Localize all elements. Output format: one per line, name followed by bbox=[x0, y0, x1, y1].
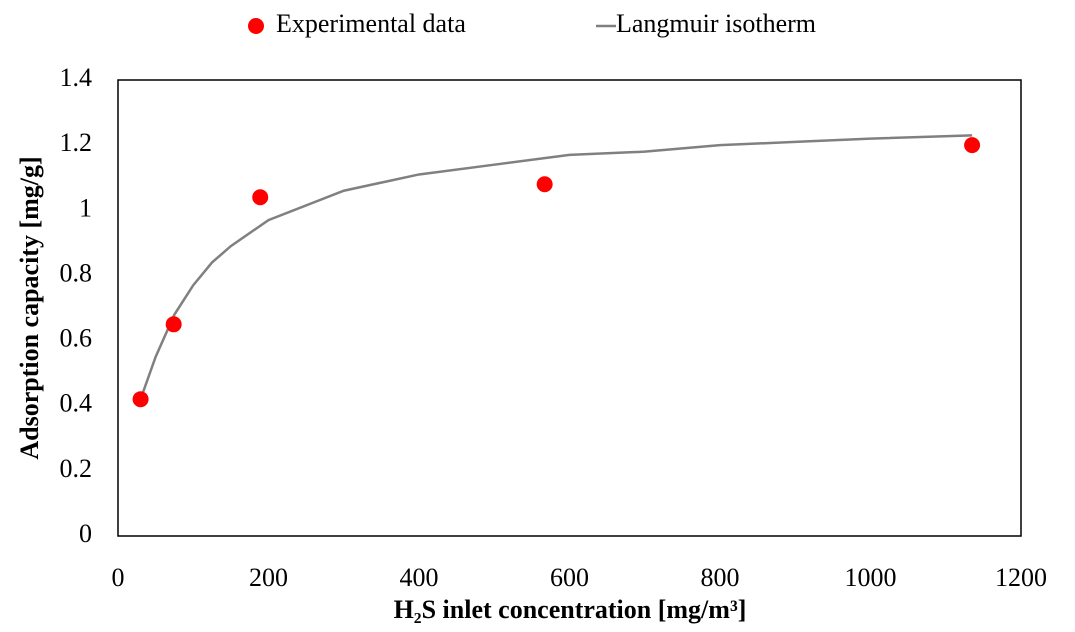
x-tick-label: 600 bbox=[550, 563, 589, 592]
y-tick-label: 0.8 bbox=[60, 258, 93, 287]
data-point bbox=[964, 137, 981, 154]
data-point bbox=[132, 391, 149, 408]
x-tick-label: 200 bbox=[249, 563, 288, 592]
x-tick-label: 1000 bbox=[845, 563, 897, 592]
fit-line bbox=[139, 134, 973, 400]
legend-label: Experimental data bbox=[276, 9, 466, 38]
y-tick-label: 0.2 bbox=[60, 454, 93, 483]
x-tick-label: 0 bbox=[112, 563, 125, 592]
data-point bbox=[536, 176, 553, 193]
y-tick-label: 0.4 bbox=[60, 389, 93, 418]
legend-label: Langmuir isotherm bbox=[616, 9, 816, 38]
plot-frame bbox=[117, 79, 1022, 537]
x-axis-title: H₂S inlet concentration [mg/m³] bbox=[394, 595, 747, 624]
data-point bbox=[252, 189, 269, 206]
legend-swatch bbox=[248, 18, 264, 34]
x-tick-label: 400 bbox=[400, 563, 439, 592]
x-tick-label: 1200 bbox=[995, 563, 1047, 592]
y-axis-title: Adsorption capacity [mg/g] bbox=[15, 156, 44, 459]
y-tick-label: 0 bbox=[79, 519, 92, 548]
x-tick-label: 800 bbox=[701, 563, 740, 592]
y-tick-label: 1 bbox=[79, 193, 92, 222]
data-point bbox=[165, 316, 182, 333]
y-tick-label: 1.4 bbox=[60, 63, 93, 92]
y-tick-label: 0.6 bbox=[60, 324, 93, 353]
y-tick-label: 1.2 bbox=[60, 128, 93, 157]
